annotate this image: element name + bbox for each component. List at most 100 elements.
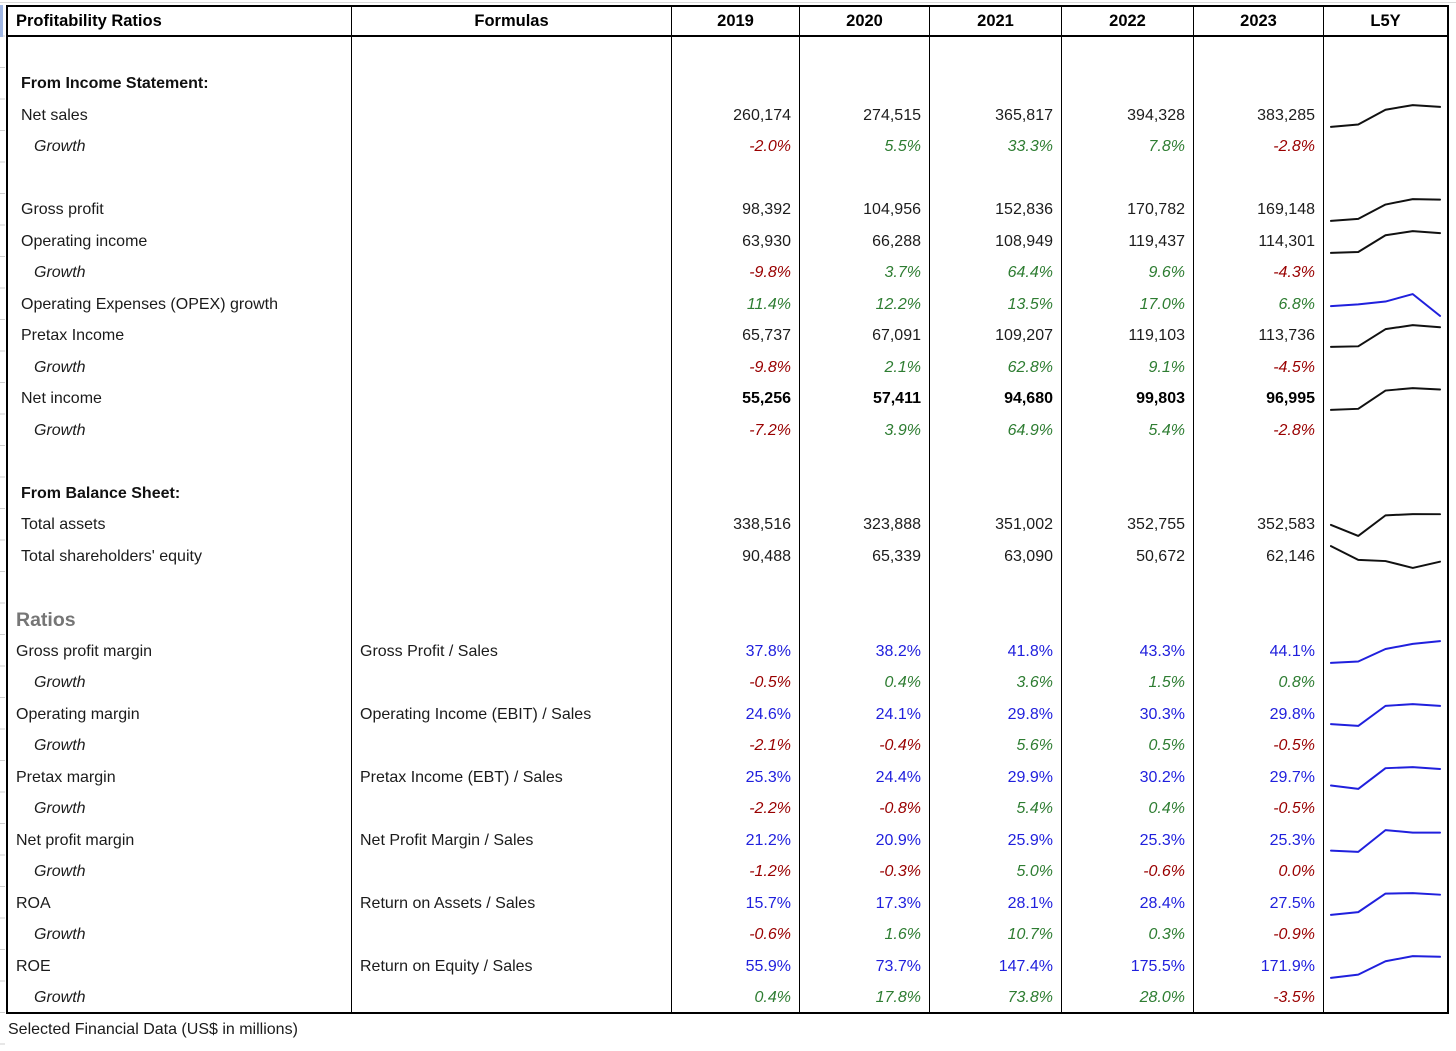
value-cell-2021[interactable]: 64.4% [930,257,1062,290]
value-cell-2022[interactable]: 28.4% [1062,887,1194,920]
value-cell-2023[interactable]: 6.8% [1194,289,1324,321]
sparkline-cell[interactable] [1324,132,1447,164]
value-cell-2021[interactable] [930,163,1062,195]
sparkline-cell[interactable] [1324,762,1447,794]
value-cell-2020[interactable] [800,446,930,479]
value-cell-2022[interactable]: 352,755 [1062,509,1194,542]
section-label[interactable]: From Balance Sheet: [8,478,352,510]
value-cell-2023[interactable]: 29.8% [1194,698,1324,731]
formula-cell[interactable] [352,194,672,227]
value-cell-2020[interactable] [800,68,930,101]
value-cell-2023[interactable]: -2.8% [1194,131,1324,164]
row-label[interactable]: Gross profit margin [8,635,352,668]
value-cell-2023[interactable]: 0.8% [1194,667,1324,699]
sparkline-cell[interactable] [1324,604,1447,636]
value-cell-2022[interactable]: 170,782 [1062,194,1194,227]
value-cell-2022[interactable]: 1.5% [1062,667,1194,699]
header-profitability-ratios[interactable]: Profitability Ratios [8,7,352,35]
value-cell-2020[interactable]: 57,411 [800,383,930,416]
value-cell-2021[interactable]: 25.9% [930,824,1062,857]
value-cell-2020[interactable]: 65,339 [800,541,930,573]
value-cell-2021[interactable]: 351,002 [930,509,1062,542]
value-cell-2022[interactable]: 30.2% [1062,761,1194,794]
value-cell-2019[interactable] [672,163,800,195]
value-cell-2023[interactable]: 171.9% [1194,950,1324,983]
row-label[interactable]: Total assets [8,509,352,542]
formula-cell[interactable] [352,572,672,605]
value-cell-2022[interactable]: 5.4% [1062,415,1194,447]
value-cell-2022[interactable]: 43.3% [1062,635,1194,668]
formula-cell[interactable] [352,667,672,699]
value-cell-2022[interactable]: 28.0% [1062,982,1194,1014]
formula-cell[interactable] [352,226,672,258]
value-cell-2023[interactable]: 169,148 [1194,194,1324,227]
value-cell-2021[interactable]: 63,090 [930,541,1062,573]
sparkline-cell[interactable] [1324,289,1447,321]
value-cell-2022[interactable] [1062,37,1194,69]
sparkline-cell[interactable] [1324,919,1447,951]
value-cell-2019[interactable] [672,37,800,69]
value-cell-2021[interactable]: 5.4% [930,793,1062,825]
sparkline-cell[interactable] [1324,951,1447,983]
value-cell-2020[interactable]: 5.5% [800,131,930,164]
formula-cell[interactable] [352,509,672,542]
sparkline-cell[interactable] [1324,258,1447,290]
value-cell-2020[interactable]: 104,956 [800,194,930,227]
value-cell-2021[interactable]: 33.3% [930,131,1062,164]
value-cell-2019[interactable]: 90,488 [672,541,800,573]
value-cell-2020[interactable]: 3.9% [800,415,930,447]
value-cell-2023[interactable]: 29.7% [1194,761,1324,794]
value-cell-2019[interactable] [672,478,800,510]
value-cell-2020[interactable]: -0.4% [800,730,930,762]
value-cell-2022[interactable]: 0.3% [1062,919,1194,951]
value-cell-2019[interactable]: -0.5% [672,667,800,699]
header-year-2022[interactable]: 2022 [1062,7,1194,35]
value-cell-2022[interactable] [1062,478,1194,510]
value-cell-2021[interactable]: 365,817 [930,100,1062,132]
value-cell-2022[interactable]: 119,437 [1062,226,1194,258]
value-cell-2022[interactable]: 30.3% [1062,698,1194,731]
growth-row-label[interactable]: Growth [8,257,352,290]
row-label[interactable]: Net profit margin [8,824,352,857]
value-cell-2019[interactable]: 338,516 [672,509,800,542]
growth-row-label[interactable]: Growth [8,131,352,164]
value-cell-2020[interactable] [800,604,930,636]
value-cell-2020[interactable]: 12.2% [800,289,930,321]
formula-cell[interactable] [352,541,672,573]
value-cell-2021[interactable]: 109,207 [930,320,1062,353]
value-cell-2019[interactable]: -1.2% [672,856,800,888]
formula-cell[interactable] [352,68,672,101]
formula-cell[interactable] [352,131,672,164]
value-cell-2019[interactable]: 0.4% [672,982,800,1014]
value-cell-2021[interactable]: 152,836 [930,194,1062,227]
value-cell-2019[interactable]: 21.2% [672,824,800,857]
value-cell-2021[interactable]: 73.8% [930,982,1062,1014]
value-cell-2020[interactable]: 2.1% [800,352,930,384]
value-cell-2019[interactable]: 65,737 [672,320,800,353]
row-label[interactable] [8,446,352,479]
formula-cell[interactable] [352,730,672,762]
sparkline-cell[interactable] [1324,321,1447,353]
row-label[interactable]: Operating margin [8,698,352,731]
value-cell-2023[interactable]: 0.0% [1194,856,1324,888]
value-cell-2019[interactable]: 98,392 [672,194,800,227]
formula-cell[interactable] [352,478,672,510]
value-cell-2021[interactable]: 64.9% [930,415,1062,447]
value-cell-2023[interactable] [1194,478,1324,510]
formula-cell[interactable] [352,100,672,132]
row-label[interactable]: Total shareholders' equity [8,541,352,573]
formula-cell[interactable] [352,257,672,290]
value-cell-2022[interactable]: -0.6% [1062,856,1194,888]
value-cell-2022[interactable]: 9.1% [1062,352,1194,384]
value-cell-2022[interactable] [1062,68,1194,101]
value-cell-2020[interactable]: 1.6% [800,919,930,951]
value-cell-2023[interactable] [1194,572,1324,605]
growth-row-label[interactable]: Growth [8,982,352,1014]
formula-cell[interactable] [352,982,672,1014]
sparkline-cell[interactable] [1324,195,1447,227]
row-label[interactable]: Pretax margin [8,761,352,794]
value-cell-2019[interactable] [672,572,800,605]
header-year-2019[interactable]: 2019 [672,7,800,35]
growth-row-label[interactable]: Growth [8,793,352,825]
header-formulas[interactable]: Formulas [352,7,672,35]
